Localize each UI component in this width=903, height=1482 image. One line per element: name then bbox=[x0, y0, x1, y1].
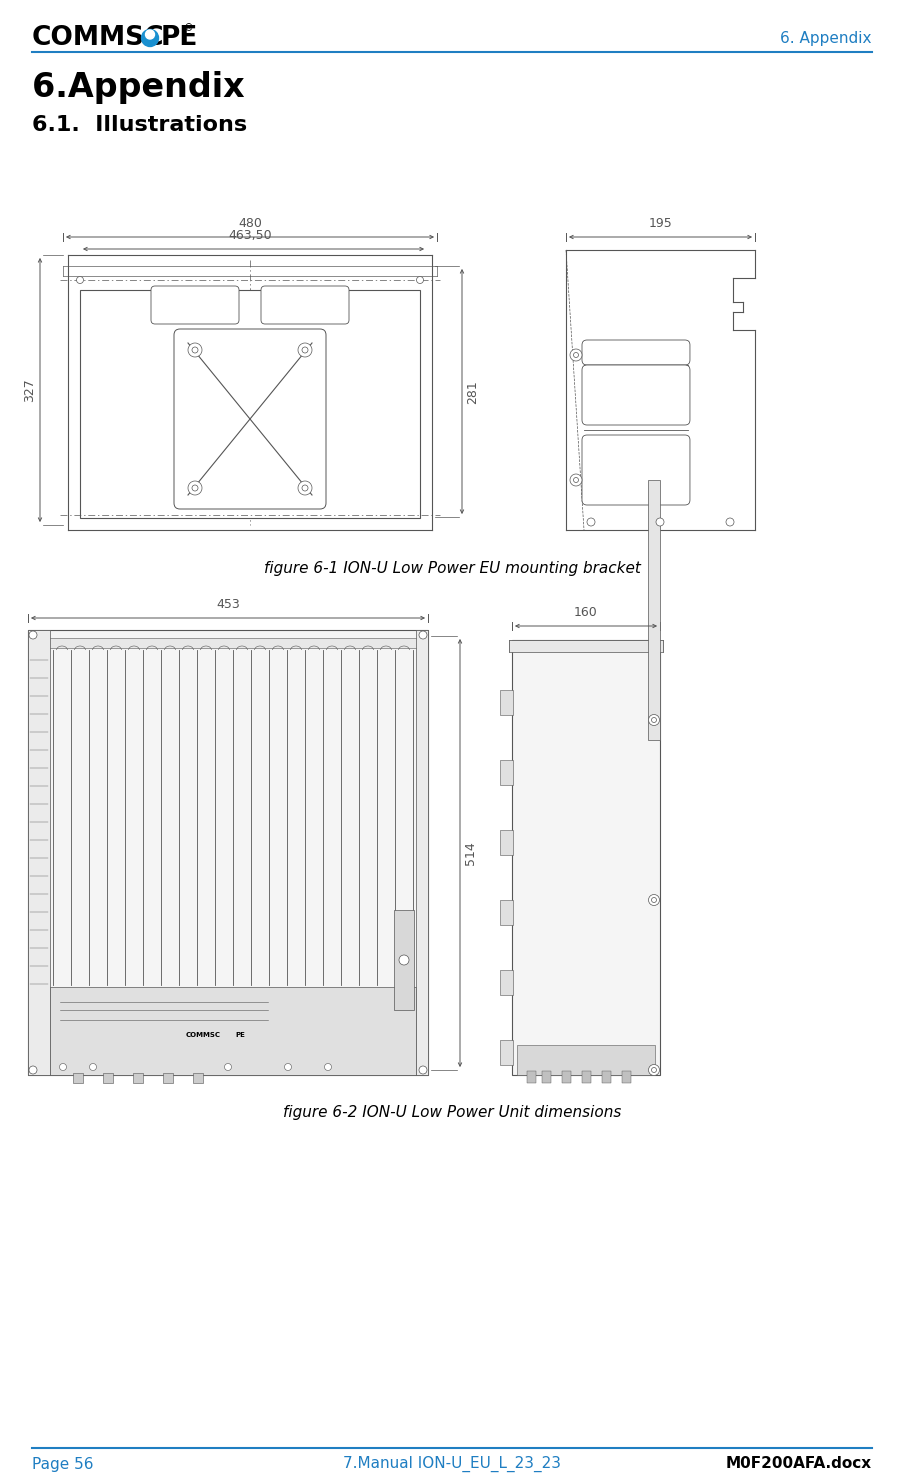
Circle shape bbox=[145, 30, 154, 39]
Circle shape bbox=[191, 347, 198, 353]
Circle shape bbox=[89, 1064, 97, 1070]
Bar bbox=[499, 1040, 512, 1066]
Circle shape bbox=[651, 898, 656, 903]
Bar bbox=[499, 830, 512, 855]
Bar bbox=[36, 637, 420, 648]
Circle shape bbox=[188, 342, 201, 357]
FancyBboxPatch shape bbox=[173, 329, 326, 508]
Bar bbox=[163, 1073, 172, 1083]
Bar bbox=[601, 1071, 610, 1083]
Text: 281: 281 bbox=[465, 379, 479, 405]
Text: COMMSC: COMMSC bbox=[185, 1031, 220, 1037]
Text: COMMSC: COMMSC bbox=[32, 25, 164, 50]
Circle shape bbox=[725, 519, 733, 526]
Bar bbox=[415, 630, 427, 1074]
Bar bbox=[508, 640, 662, 652]
Text: 6.​Appendix: 6.​Appendix bbox=[32, 71, 245, 105]
Circle shape bbox=[647, 714, 659, 726]
Bar bbox=[103, 1073, 113, 1083]
Bar bbox=[79, 290, 420, 519]
Bar bbox=[562, 1071, 571, 1083]
Text: 160: 160 bbox=[573, 606, 597, 619]
Circle shape bbox=[302, 347, 308, 353]
Circle shape bbox=[586, 519, 594, 526]
Circle shape bbox=[29, 1066, 37, 1074]
Circle shape bbox=[573, 477, 578, 483]
Circle shape bbox=[398, 954, 408, 965]
Text: 7.Manual ION-U_EU_L_23_23: 7.Manual ION-U_EU_L_23_23 bbox=[342, 1455, 561, 1472]
Circle shape bbox=[298, 482, 312, 495]
Text: 6. Appendix: 6. Appendix bbox=[779, 31, 871, 46]
FancyBboxPatch shape bbox=[151, 286, 238, 325]
Circle shape bbox=[418, 631, 426, 639]
Text: 327: 327 bbox=[23, 378, 36, 402]
Bar bbox=[28, 630, 427, 1074]
Circle shape bbox=[191, 485, 198, 491]
Bar bbox=[621, 1071, 630, 1083]
Circle shape bbox=[647, 895, 659, 906]
Text: PE: PE bbox=[161, 25, 198, 50]
Circle shape bbox=[570, 474, 582, 486]
Bar bbox=[50, 987, 415, 1074]
Bar bbox=[499, 760, 512, 785]
Bar bbox=[499, 971, 512, 994]
Circle shape bbox=[284, 1064, 291, 1070]
Circle shape bbox=[573, 353, 578, 357]
Circle shape bbox=[324, 1064, 331, 1070]
Circle shape bbox=[60, 1064, 67, 1070]
Bar bbox=[517, 1045, 655, 1074]
Circle shape bbox=[302, 485, 308, 491]
Text: figure 6-2 ION-U Low Power Unit dimensions: figure 6-2 ION-U Low Power Unit dimensio… bbox=[283, 1104, 620, 1119]
Circle shape bbox=[416, 277, 423, 283]
FancyBboxPatch shape bbox=[261, 286, 349, 325]
Bar bbox=[542, 1071, 551, 1083]
FancyBboxPatch shape bbox=[582, 436, 689, 505]
Text: 195: 195 bbox=[648, 216, 672, 230]
Circle shape bbox=[651, 1067, 656, 1073]
Text: PE: PE bbox=[235, 1031, 245, 1037]
Circle shape bbox=[142, 30, 158, 46]
Text: M0F200AFA.docx: M0F200AFA.docx bbox=[725, 1457, 871, 1472]
Bar bbox=[192, 1073, 203, 1083]
Circle shape bbox=[298, 342, 312, 357]
Text: 514: 514 bbox=[463, 842, 477, 865]
Bar bbox=[499, 900, 512, 925]
Text: figure 6-1 ION-U Low Power EU mounting bracket: figure 6-1 ION-U Low Power EU mounting b… bbox=[264, 560, 639, 575]
FancyBboxPatch shape bbox=[582, 339, 689, 365]
Text: 453: 453 bbox=[216, 599, 239, 611]
Bar bbox=[499, 691, 512, 714]
Bar bbox=[73, 1073, 83, 1083]
Bar bbox=[511, 640, 659, 1074]
FancyBboxPatch shape bbox=[582, 365, 689, 425]
Bar bbox=[394, 910, 414, 1011]
Bar bbox=[133, 1073, 143, 1083]
Bar bbox=[28, 630, 50, 1074]
Circle shape bbox=[656, 519, 664, 526]
Text: ®: ® bbox=[184, 24, 193, 33]
Text: 463,50: 463,50 bbox=[228, 230, 272, 242]
Circle shape bbox=[570, 348, 582, 362]
Circle shape bbox=[224, 1064, 231, 1070]
Text: 6.1.  Illustrations: 6.1. Illustrations bbox=[32, 116, 247, 135]
Bar bbox=[582, 1071, 591, 1083]
Text: Page 56: Page 56 bbox=[32, 1457, 93, 1472]
Circle shape bbox=[29, 631, 37, 639]
Bar bbox=[526, 1071, 535, 1083]
Circle shape bbox=[418, 1066, 426, 1074]
Circle shape bbox=[647, 1064, 659, 1076]
Circle shape bbox=[651, 717, 656, 723]
Text: 480: 480 bbox=[237, 216, 262, 230]
Circle shape bbox=[77, 277, 83, 283]
Circle shape bbox=[188, 482, 201, 495]
Bar bbox=[647, 480, 659, 740]
